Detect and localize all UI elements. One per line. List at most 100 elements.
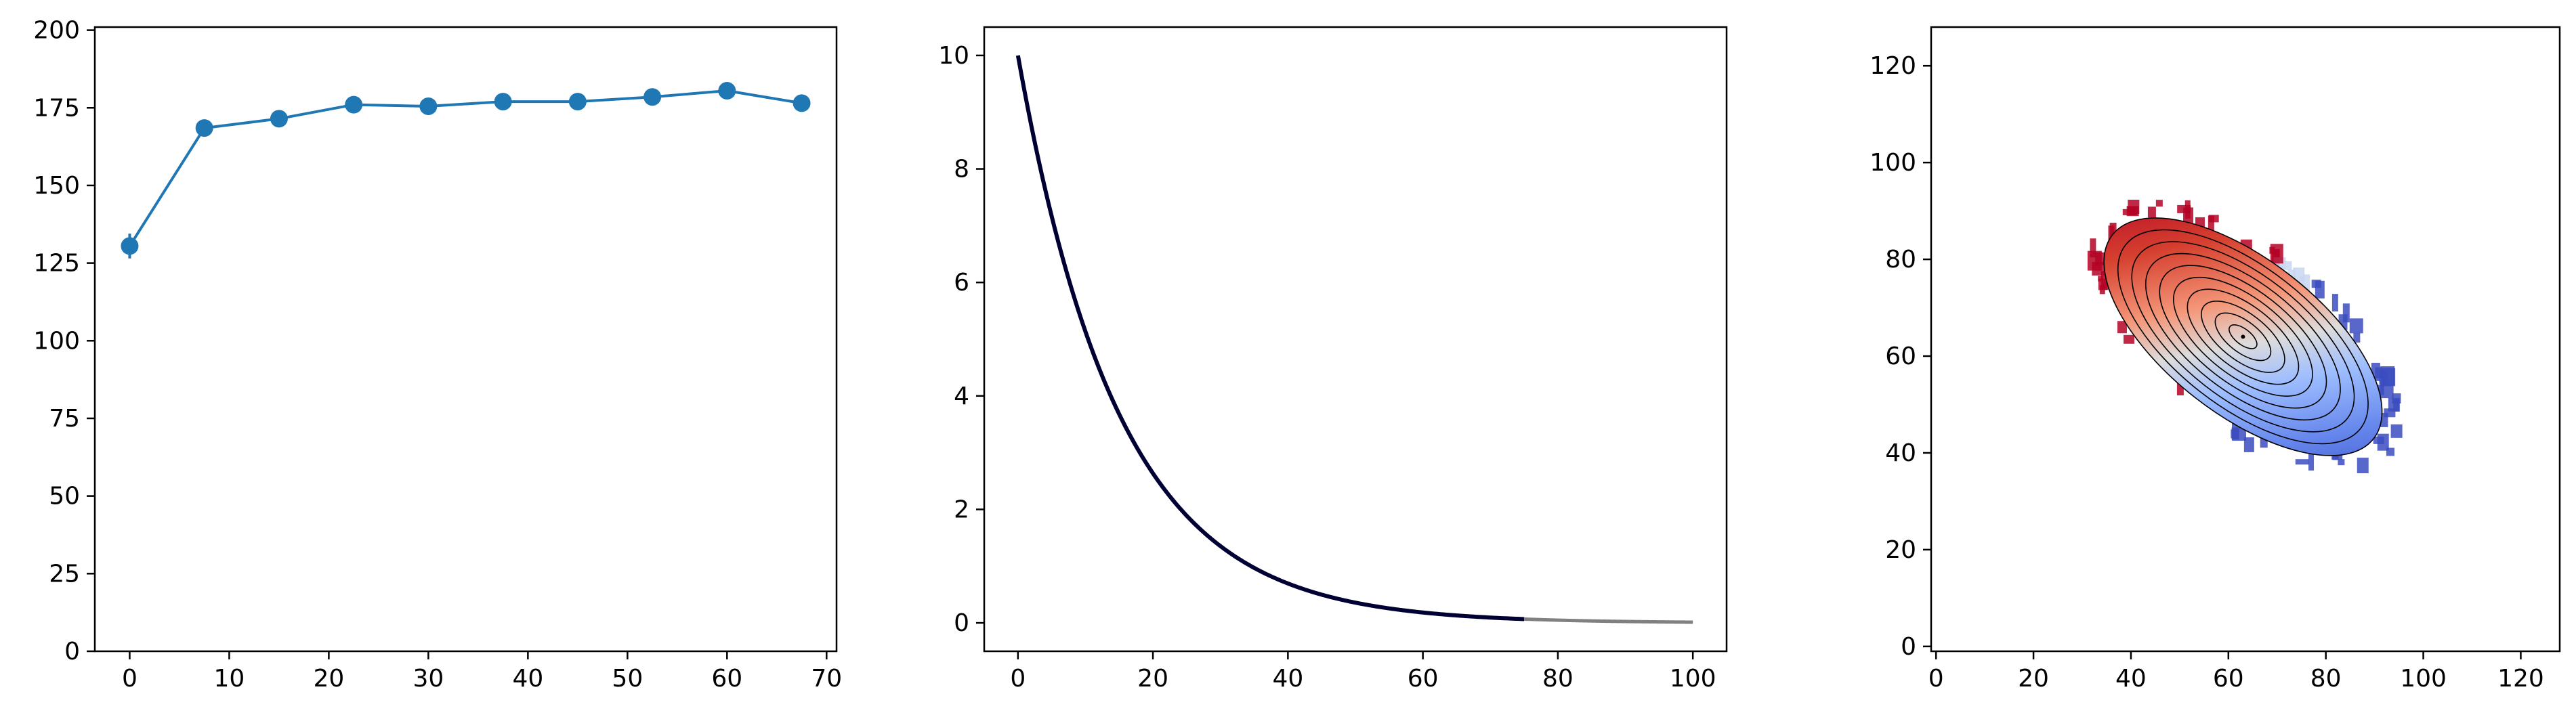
panel-1-x-tick-label-7: 70 [811,665,842,693]
panel-2-y-tick-label-1: 2 [954,496,969,523]
panel-2-series-1 [1523,617,1693,624]
panel-3-pixel-42 [2177,204,2191,213]
panel-2-y-tick-label-0: 0 [954,609,969,637]
panel-3-pixel-67 [2128,199,2140,214]
panel-3-pixel-7 [2392,393,2401,404]
panel-3-x-tick-label-3: 60 [2213,665,2244,693]
panel-3-contour-10 [2103,217,2383,456]
panel-2-x-tick-label-3: 60 [1408,665,1439,693]
panel-1-x-tick-label-0: 0 [122,665,138,693]
panel-3-contour-7 [2145,253,2341,421]
panel-3-x-tick-label-4: 80 [2310,665,2342,693]
panel-3-pixel-50 [2349,318,2363,334]
panel-1-series-line [128,89,802,247]
panel-3-pixel-64 [2315,280,2325,299]
panel-3-pixel-20 [2331,294,2338,312]
panel-3-ticks: 0 20 40 60 80 100 120 0 20 40 60 80 100 120 [1870,52,2544,693]
panel-2-ticks: 0 20 40 60 80 100 0 2 4 6 8 10 [938,42,1716,693]
panel-2-decay-curve: 0 20 40 60 80 100 0 2 4 6 8 10 [938,26,1728,693]
panel-1-y-tick-label-1: 25 [49,560,80,588]
panel-2-x-tick-label-2: 40 [1272,665,1303,693]
panel-3-contour-5 [2173,276,2313,397]
panel-1-x-tick-label-2: 20 [313,665,344,693]
panel-1-point-5 [494,93,512,111]
panel-3-pixel-56 [2377,433,2389,451]
panel-1-series [121,82,811,259]
panel-3-pixel-59 [2109,222,2117,237]
panel-3-pixel-23 [2090,238,2096,258]
panel-3-x-tick-label-5: 100 [2400,665,2447,693]
panel-3-x-tick-label-2: 40 [2115,665,2147,693]
panel-3-y-tick-label-2: 40 [1885,439,1916,467]
panel-3-y-tick-label-0: 0 [1901,633,1916,661]
panel-3-pixel-39 [2379,370,2388,385]
panel-3-velocity-map: 0 20 40 60 80 100 120 0 20 40 60 80 100 120 [1870,26,2561,693]
panel-2-series-0 [1015,55,1525,621]
panel-3-contour-9 [2117,229,2369,445]
panel-2-x-tick-label-1: 20 [1137,665,1168,693]
panel-3-y-tick-label-6: 120 [1870,52,1916,80]
panel-3-pixel-16 [2380,384,2394,399]
panel-1-point-9 [793,94,811,112]
panel-3-contour-6 [2159,265,2327,409]
panel-3-pixel-21 [2338,459,2345,466]
panel-3-plot-frame [1930,26,2561,653]
panel-2-series [1015,55,1693,624]
panel-3-contour-2 [2214,312,2272,362]
panel-1-point-7 [643,88,662,106]
panel-1-y-tick-label-0: 0 [64,638,80,665]
panel-1-point-1 [195,119,213,137]
panel-3-pixel-25 [2299,276,2305,286]
panel-2-x-tick-label-4: 80 [1542,665,1574,693]
panel-3-pixel-65 [2390,424,2403,438]
panel-1-point-8 [718,82,736,100]
panel-3-contour-1 [2229,324,2258,349]
panel-3-pixel-53 [2332,454,2339,460]
panel-1-x-tick-label-5: 50 [612,665,643,693]
panel-3-pixel-38 [2375,367,2383,378]
panel-3-pixel-8 [2353,332,2361,343]
panel-1-ticks: 0 10 20 30 40 50 60 70 0 25 50 75 100 125 150 175 200 [33,17,842,693]
panel-1-point-2 [270,110,288,128]
panel-3-x-tick-label-0: 0 [1928,665,1944,693]
panel-3-pixel-37 [2302,274,2310,291]
panel-3-pixel-29 [2308,452,2315,471]
panel-1-x-tick-label-3: 30 [413,665,444,693]
panel-3-pixel-69 [2087,250,2102,271]
panel-3-pixel-55 [2231,427,2239,440]
panel-1-point-4 [419,97,438,115]
panel-1-point-0 [121,237,139,255]
panel-3-y-tick-label-3: 60 [1885,343,1916,370]
panel-1-y-tick-label-3: 75 [49,405,80,433]
panel-2-y-tick-label-5: 10 [938,42,969,70]
panel-1-line-chart: 0 10 20 30 40 50 60 70 0 25 50 75 100 125 150 175 200 [33,17,842,693]
panel-1-x-tick-label-1: 10 [214,665,245,693]
panel-3-pixel-63 [2100,271,2109,290]
panel-3-y-tick-label-5: 100 [1870,149,1916,177]
panel-3-pixel-60 [2260,433,2268,448]
panel-3-y-tick-label-1: 20 [1885,536,1916,564]
panel-1-plot-frame [93,26,838,653]
panel-3-pixel-49 [2208,215,2214,233]
panel-3-pixel-66 [2117,321,2127,334]
panel-3-contour-8 [2131,241,2355,433]
panel-3-pixel-33 [2357,458,2369,474]
panel-2-y-tick-label-3: 6 [954,269,969,297]
panel-1-point-3 [345,95,363,114]
panel-3-center-marker [2241,334,2245,339]
panel-2-y-tick-label-4: 8 [954,156,969,183]
panel-3-pixel-32 [2176,382,2184,396]
panel-3-x-tick-label-6: 120 [2497,665,2544,693]
panel-3-pixel-54 [2155,200,2163,207]
panel-2-plot-frame [983,26,1728,653]
panel-1-y-tick-label-8: 200 [33,17,80,45]
panel-3-pixel-31 [2243,437,2254,452]
panel-3-pixel-35 [2295,459,2309,465]
panel-1-x-tick-label-6: 60 [711,665,742,693]
panel-1-y-tick-label-2: 50 [49,483,80,510]
panel-2-y-tick-label-2: 4 [954,383,969,410]
panel-2-x-tick-label-0: 0 [1010,665,1026,693]
panel-3-velocity-field [2087,199,2403,474]
panel-3-pixel-58 [2342,303,2350,323]
